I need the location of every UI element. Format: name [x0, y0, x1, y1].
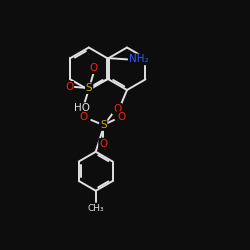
Text: O: O	[118, 112, 126, 122]
Text: NH₂: NH₂	[129, 54, 148, 64]
Text: S: S	[86, 83, 92, 93]
Text: O: O	[65, 82, 73, 92]
Text: O: O	[90, 63, 98, 73]
Text: CH₃: CH₃	[88, 204, 104, 213]
Text: S: S	[100, 120, 106, 130]
Text: O: O	[80, 112, 88, 122]
Text: O: O	[99, 139, 108, 149]
Text: O: O	[113, 104, 121, 114]
Text: HO: HO	[74, 103, 90, 113]
